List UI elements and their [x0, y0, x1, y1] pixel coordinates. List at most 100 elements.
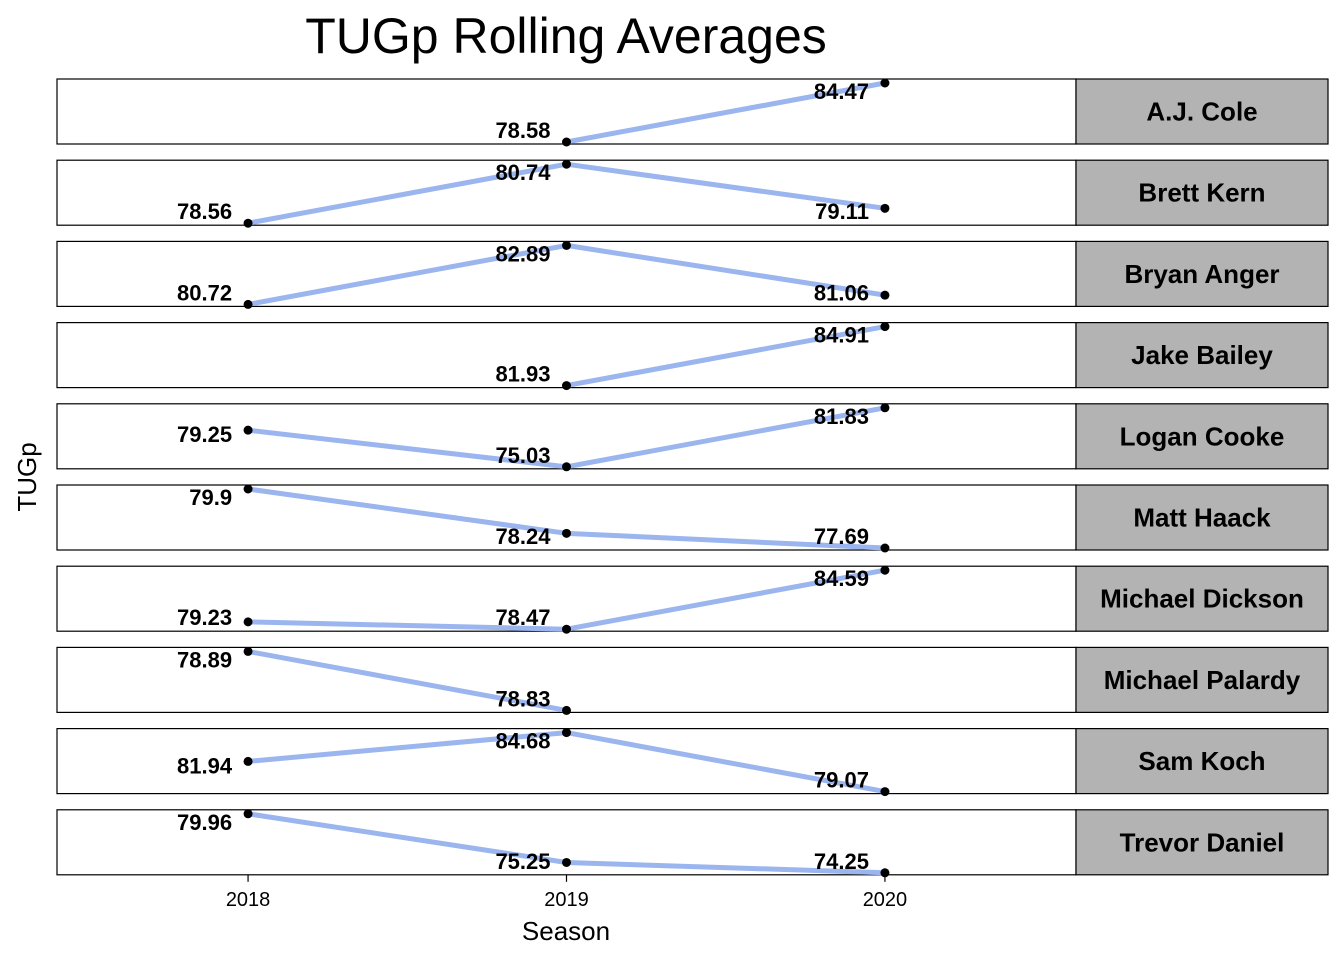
facet-strip — [1075, 240, 1329, 307]
data-point — [562, 240, 571, 250]
x-tick-label: 2018 — [226, 889, 271, 911]
data-label: 79.11 — [815, 199, 869, 224]
data-label: 77.69 — [814, 524, 869, 549]
facet-label: Trevor Daniel — [1120, 827, 1285, 857]
data-label: 84.91 — [814, 323, 869, 348]
panel-frame — [56, 565, 1077, 632]
panel-frame — [56, 159, 1077, 226]
facet-label: Brett Kern — [1138, 178, 1265, 208]
data-label: 84.47 — [814, 79, 869, 104]
facet-strip — [1075, 646, 1329, 714]
data-label: 74.25 — [814, 849, 869, 874]
facet-label: Matt Haack — [1133, 503, 1271, 533]
facet-panels: A.J. Cole 78.58 84.47 Brett Kern 78.56 80.74 7… — [56, 78, 1329, 878]
data-label: 82.89 — [495, 241, 550, 266]
facet-strip — [1075, 322, 1329, 389]
data-label: 80.72 — [177, 280, 232, 305]
data-label: 78.47 — [495, 605, 550, 630]
data-point — [243, 756, 253, 766]
series-line — [564, 80, 888, 145]
data-label: 78.24 — [495, 524, 551, 549]
data-label: 81.06 — [814, 280, 869, 305]
data-point — [243, 809, 253, 819]
panel-frame — [56, 646, 1077, 714]
data-label: 81.93 — [495, 362, 550, 387]
x-tick-label: 2020 — [863, 889, 908, 911]
data-point — [562, 728, 571, 738]
facet-label: Logan Cooke — [1120, 421, 1285, 451]
facet-label: Michael Dickson — [1100, 584, 1304, 614]
facet-strip — [1075, 809, 1329, 876]
x-tick-label: 2019 — [544, 889, 589, 911]
facet-panel-matt-haack: Matt Haack 79.9 78.24 77.69 — [56, 484, 1329, 553]
facet-strip — [1075, 565, 1329, 632]
facet-label: Sam Koch — [1138, 746, 1265, 776]
chart-title: TUGp Rolling Averages — [305, 8, 827, 64]
y-axis-title: TUGp — [12, 442, 42, 511]
data-point — [880, 322, 890, 332]
data-point — [880, 203, 890, 213]
data-point — [880, 290, 890, 300]
data-label: 81.94 — [177, 753, 233, 778]
data-point — [562, 528, 571, 538]
panel-frame — [56, 78, 1077, 145]
data-point — [243, 617, 253, 627]
facet-label: A.J. Cole — [1146, 97, 1257, 127]
facet-panel-sam-koch: Sam Koch 81.94 84.68 79.07 — [56, 727, 1329, 797]
data-label: 80.74 — [495, 160, 551, 185]
facet-panel-michael-dickson: Michael Dickson 79.23 78.47 84.59 — [56, 565, 1329, 634]
data-point — [243, 299, 253, 309]
panel-frame — [56, 484, 1077, 551]
data-label: 79.96 — [177, 810, 232, 835]
data-label: 79.23 — [177, 605, 232, 630]
facet-panel-bryan-anger: Bryan Anger 80.72 82.89 81.06 — [56, 240, 1329, 309]
data-point — [243, 484, 253, 494]
data-point — [880, 78, 890, 88]
facet-strip — [1075, 727, 1329, 795]
data-point — [880, 543, 890, 553]
data-point — [243, 425, 253, 435]
data-point — [880, 787, 890, 797]
facet-strip — [1075, 403, 1329, 470]
facet-label: Bryan Anger — [1124, 259, 1279, 289]
data-point — [243, 646, 253, 656]
data-point — [562, 159, 571, 169]
data-point — [562, 462, 571, 472]
facet-panel-a-j-cole: A.J. Cole 78.58 84.47 — [56, 78, 1329, 147]
facet-strip — [1075, 78, 1329, 145]
data-point — [880, 868, 890, 878]
data-point — [562, 857, 571, 867]
data-label: 79.9 — [189, 485, 232, 510]
data-point — [562, 381, 571, 391]
data-label: 81.83 — [814, 404, 869, 429]
facet-panel-trevor-daniel: Trevor Daniel 79.96 75.25 74.25 — [56, 809, 1329, 878]
data-point — [880, 403, 890, 413]
facet-panel-jake-bailey: Jake Bailey 81.93 84.91 — [56, 322, 1329, 391]
series-line — [245, 648, 569, 713]
x-axis-title: Season — [522, 916, 610, 946]
facet-strip — [1075, 484, 1329, 551]
data-point — [562, 137, 571, 147]
facet-panel-michael-palardy: Michael Palardy 78.89 78.83 — [56, 646, 1329, 715]
x-axis: 2018 2019 2020 — [226, 874, 908, 911]
facet-panel-brett-kern: Brett Kern 78.56 80.74 79.11 — [56, 159, 1329, 228]
data-label: 78.89 — [177, 647, 232, 672]
data-label: 78.58 — [495, 118, 550, 143]
data-point — [880, 565, 890, 575]
data-label: 84.59 — [814, 566, 869, 591]
data-point — [243, 218, 253, 228]
facet-label: Michael Palardy — [1104, 665, 1301, 695]
facet-label: Jake Bailey — [1131, 340, 1273, 370]
data-label: 78.56 — [177, 199, 232, 224]
data-label: 79.25 — [177, 422, 232, 447]
panel-frame — [56, 727, 1077, 795]
series-line — [564, 324, 888, 389]
data-label: 78.83 — [495, 686, 550, 711]
data-label: 79.07 — [814, 768, 869, 793]
data-label: 75.03 — [495, 443, 550, 468]
panel-frame — [56, 240, 1077, 307]
data-point — [562, 624, 571, 634]
facet-panel-logan-cooke: Logan Cooke 79.25 75.03 81.83 — [56, 403, 1329, 472]
data-label: 84.68 — [495, 729, 550, 754]
